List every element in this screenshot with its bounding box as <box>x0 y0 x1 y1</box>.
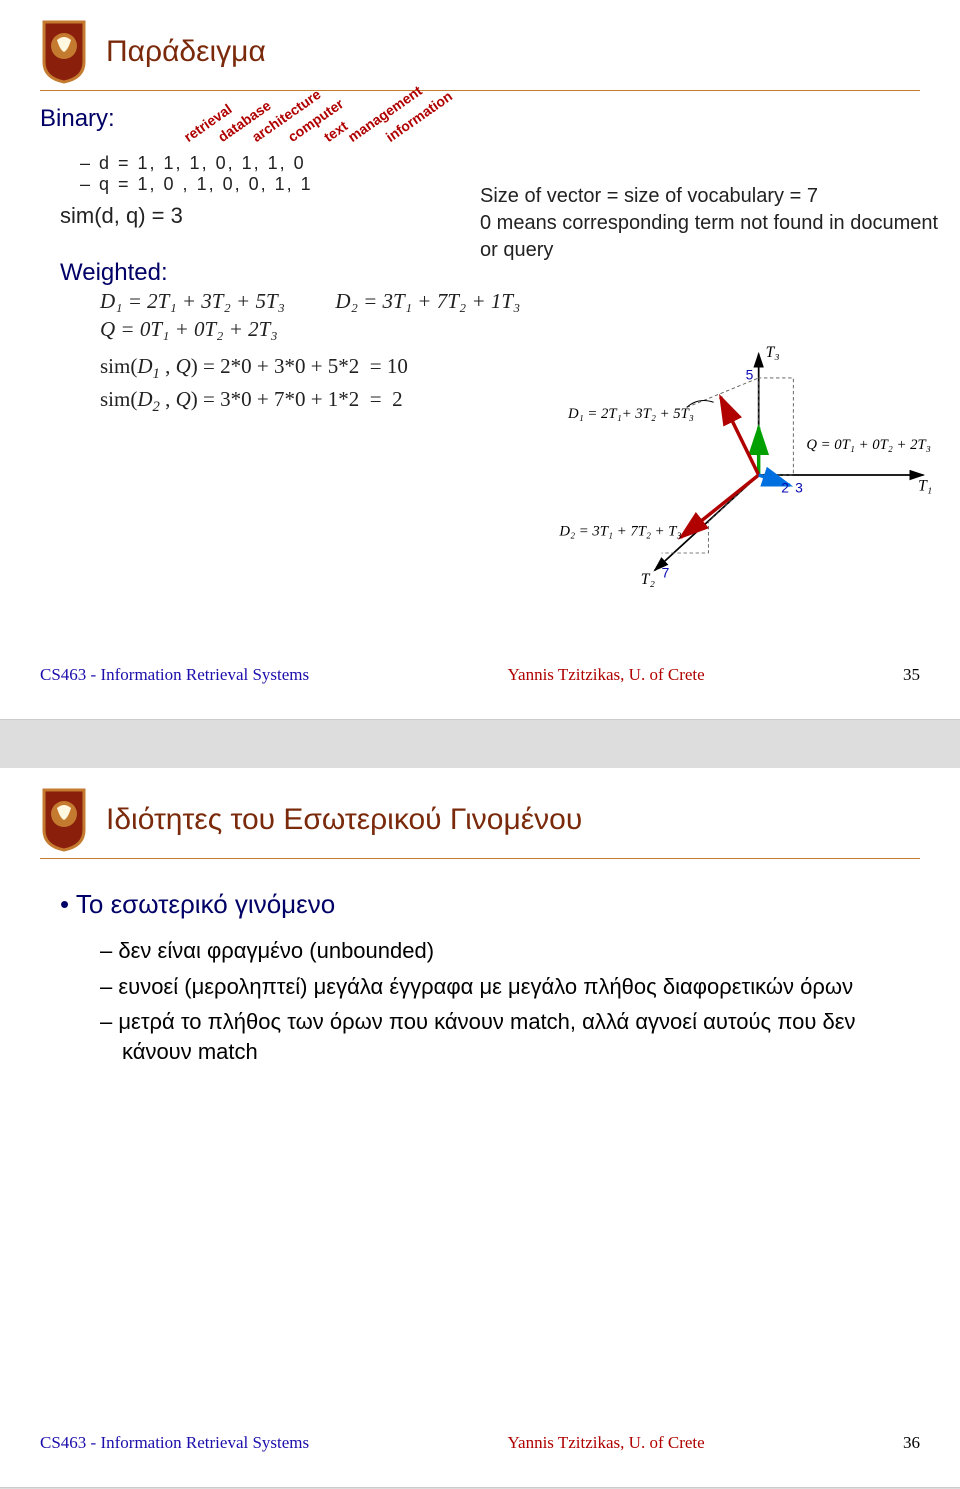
bullet-sub-1: δεν είναι φραγμένο (unbounded) <box>100 936 920 966</box>
slide-body: Binary: retrieval database architecture … <box>40 105 920 418</box>
axis-t3: T₃ <box>766 345 780 361</box>
university-crest-icon <box>40 788 88 852</box>
vocabulary-note: Size of vector = size of vocabulary = 7 … <box>480 183 940 264</box>
title-rule <box>40 90 920 91</box>
bullet-sub-2: ευνοεί (μεροληπτεί) μεγάλα έγγραφα με με… <box>100 972 920 1002</box>
note-line-1: Size of vector = size of vocabulary = 7 <box>480 183 940 210</box>
footer-page: 36 <box>903 1433 920 1453</box>
slide-title: Ιδιότητες του Εσωτερικού Γινομένου <box>106 803 582 837</box>
bullet-main: • Το εσωτερικό γινόμενο <box>60 889 920 920</box>
axis-t2: T₂ <box>641 571 656 588</box>
footer-page: 35 <box>903 665 920 685</box>
slide-header: Ιδιότητες του Εσωτερικού Γινομένου <box>40 788 920 852</box>
eq-q: Q = 0T₁ + 0T₂ + 2T₃ <box>100 315 920 343</box>
weighted-heading: Weighted: <box>60 259 168 287</box>
footer-course: CS463 - Information Retrieval Systems <box>40 1433 309 1453</box>
page-gap <box>0 720 960 768</box>
sim-d2q: sim(D2 , Q) = 3*0 + 7*0 + 1*2 = 2 <box>100 387 403 411</box>
axis-t1: T₁ <box>918 478 932 495</box>
note-line-2: 0 means corresponding term not found in … <box>480 210 940 264</box>
diag-num-3: 3 <box>795 479 803 495</box>
diag-num-5: 5 <box>746 367 754 383</box>
footer-author: Yannis Tzitzikas, U. of Crete <box>507 1433 704 1453</box>
slide-header: Παράδειγμα <box>40 20 920 84</box>
eq-d2: D₂ = 3T₁ + 7T₂ + 1T₃ <box>335 289 520 313</box>
diag-q-label: Q = 0T₁ + 0T₂ + 2T₃ <box>806 437 930 453</box>
bullet-sub-3: μετρά το πλήθος των όρων που κάνουν matc… <box>100 1007 920 1066</box>
title-rule <box>40 858 920 859</box>
slide-1: Παράδειγμα Binary: retrieval database ar… <box>0 0 960 720</box>
diag-d2-label: D₂ = 3T₁ + 7T₂ + T₃ <box>558 524 681 540</box>
footer-course: CS463 - Information Retrieval Systems <box>40 665 309 685</box>
binary-heading: Binary: <box>40 105 115 133</box>
diag-num-7: 7 <box>662 564 670 580</box>
university-crest-icon <box>40 20 88 84</box>
vector-diagram: T₃ T₁ T₂ 5 <box>540 345 960 605</box>
column-labels: retrieval database architecture computer… <box>190 95 450 145</box>
page: Παράδειγμα Binary: retrieval database ar… <box>0 0 960 1488</box>
slide-2: Ιδιότητες του Εσωτερικού Γινομένου • Το … <box>0 768 960 1488</box>
slide-body: • Το εσωτερικό γινόμενο δεν είναι φραγμέ… <box>40 889 920 1067</box>
slide-title: Παράδειγμα <box>106 35 266 69</box>
diag-d1-label: D₁ = 2T₁+ 3T₂ + 5T₃ <box>567 406 694 422</box>
slide-footer: CS463 - Information Retrieval Systems Ya… <box>40 1433 920 1453</box>
diag-num-2: 2 <box>781 479 789 495</box>
footer-author: Yannis Tzitzikas, U. of Crete <box>507 665 704 685</box>
eq-d1: D₁ = 2T₁ + 3T₂ + 5T₃ <box>100 289 285 313</box>
sim-d1q: sim(D1 , Q) = 2*0 + 3*0 + 5*2 = 10 <box>100 354 408 378</box>
vector-d: – d = 1, 1, 1, 0, 1, 1, 0 <box>80 153 920 174</box>
slide-footer: CS463 - Information Retrieval Systems Ya… <box>40 665 920 685</box>
